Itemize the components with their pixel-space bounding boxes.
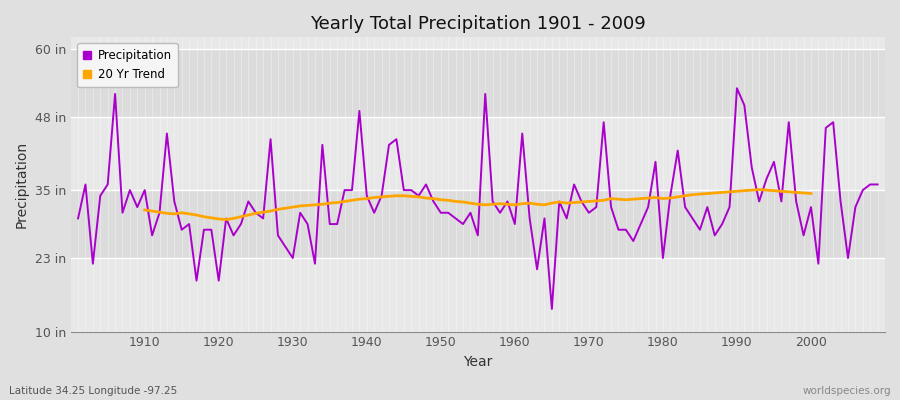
Bar — [71, 258, 885, 332]
Bar — [71, 116, 885, 190]
Title: Yearly Total Precipitation 1901 - 2009: Yearly Total Precipitation 1901 - 2009 — [310, 15, 645, 33]
Bar — [71, 49, 885, 116]
Bar — [71, 190, 885, 258]
Y-axis label: Precipitation: Precipitation — [15, 141, 29, 228]
Text: worldspecies.org: worldspecies.org — [803, 386, 891, 396]
Text: Latitude 34.25 Longitude -97.25: Latitude 34.25 Longitude -97.25 — [9, 386, 177, 396]
Legend: Precipitation, 20 Yr Trend: Precipitation, 20 Yr Trend — [76, 43, 178, 87]
X-axis label: Year: Year — [464, 355, 492, 369]
